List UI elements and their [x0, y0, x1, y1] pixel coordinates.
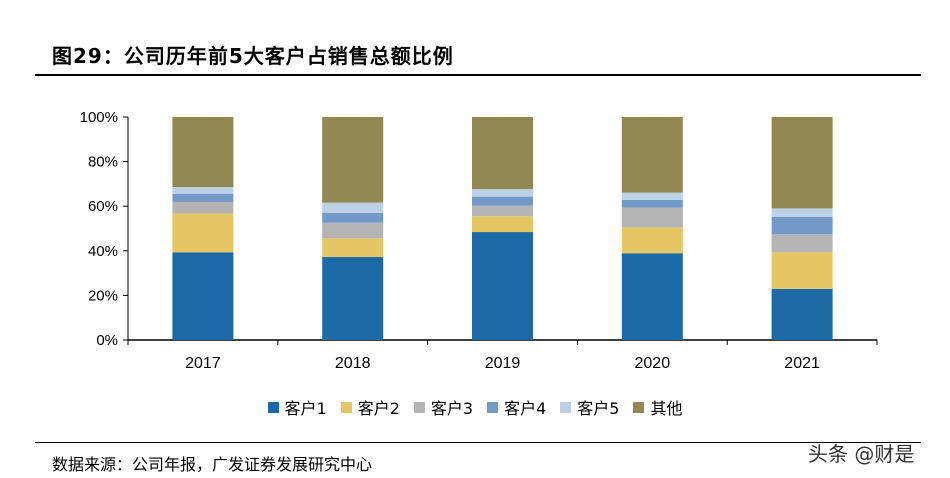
bar-segment-2019-客户1: [472, 232, 533, 340]
legend-label: 其他: [650, 399, 683, 418]
y-tick-label: 80%: [88, 154, 118, 171]
bar-segment-2020-客户1: [621, 253, 683, 340]
x-tick-label: 2017: [185, 355, 221, 372]
legend-swatch: [633, 401, 645, 413]
bar-segment-2017-客户2: [172, 213, 234, 253]
legend: 客户1 客户2 客户3 客户4 客户5 其他: [0, 395, 950, 419]
bar-segment-2019-客户2: [472, 216, 533, 233]
bar-segment-2021-客户3: [771, 234, 833, 253]
bar-segment-2018-客户2: [322, 238, 384, 258]
footer-rule: [35, 442, 921, 443]
bar-segment-2019-客户3: [472, 205, 533, 217]
bar-segment-2018-客户5: [322, 202, 384, 213]
bar-segment-2020-其他: [621, 117, 683, 193]
y-tick-label: 0%: [96, 332, 118, 349]
legend-item: 客户4: [487, 395, 546, 419]
x-tick-label: 2020: [635, 355, 671, 372]
legend-item: 客户1: [267, 395, 327, 419]
bar-segment-2021-客户5: [771, 208, 833, 217]
bar-segment-2020-客户5: [621, 192, 683, 200]
bar-segment-2019-客户4: [472, 196, 533, 206]
legend-item: 客户2: [340, 395, 400, 419]
watermark: 头条 @财是: [808, 442, 915, 466]
legend-item: 客户3: [413, 395, 474, 419]
bar-segment-2021-客户1: [771, 288, 833, 340]
bar-segment-2018-客户3: [322, 222, 384, 239]
y-tick-label: 40%: [88, 243, 118, 260]
x-tick-label: 2019: [485, 355, 521, 372]
bar-segment-2018-客户1: [322, 257, 384, 340]
x-tick-label: 2018: [335, 355, 371, 372]
bar-segment-2017-客户3: [172, 201, 234, 214]
bar-segment-2018-其他: [322, 117, 384, 203]
legend-swatch: [487, 401, 499, 413]
x-tick-label: 2021: [784, 355, 820, 372]
bar-segment-2021-其他: [771, 117, 833, 209]
y-tick-label: 60%: [88, 198, 118, 215]
bar-segment-2017-客户1: [172, 252, 234, 340]
y-tick-label: 100%: [80, 109, 118, 126]
title-rule: [35, 74, 921, 76]
bar-segment-2020-客户3: [621, 207, 683, 228]
bar-segment-2020-客户2: [621, 227, 683, 254]
bar-segment-2018-客户4: [322, 212, 384, 223]
bar-segment-2017-客户4: [172, 193, 234, 202]
bar-segment-2019-客户5: [472, 189, 533, 197]
legend-swatch: [413, 401, 425, 413]
bar-segment-2021-客户4: [771, 216, 833, 235]
bar-segment-2020-客户4: [621, 199, 683, 208]
bar-segment-2017-客户5: [172, 187, 234, 194]
bar-segment-2017-其他: [172, 117, 234, 188]
legend-swatch: [340, 401, 352, 413]
legend-item: 其他: [633, 395, 682, 419]
bar-segment-2021-客户2: [771, 252, 833, 289]
legend-swatch: [560, 401, 572, 413]
legend-label: 客户3: [430, 399, 474, 418]
y-tick-label: 20%: [88, 287, 118, 304]
legend-label: 客户5: [577, 399, 620, 418]
source-note: 数据来源：公司年报，广发证券发展研究中心: [52, 455, 373, 474]
figure-title: 图29：公司历年前5大客户占销售总额比例: [52, 44, 454, 68]
bar-segment-2019-其他: [472, 117, 533, 190]
stacked-bar-chart: 0% 20% 40% 60% 80% 100% 2017 2018 2019 2020 2021: [80, 109, 878, 372]
legend-swatch: [267, 401, 279, 413]
legend-label: 客户4: [504, 399, 547, 418]
legend-label: 客户1: [284, 399, 327, 418]
legend-item: 客户5: [560, 395, 619, 419]
legend-label: 客户2: [357, 399, 400, 418]
